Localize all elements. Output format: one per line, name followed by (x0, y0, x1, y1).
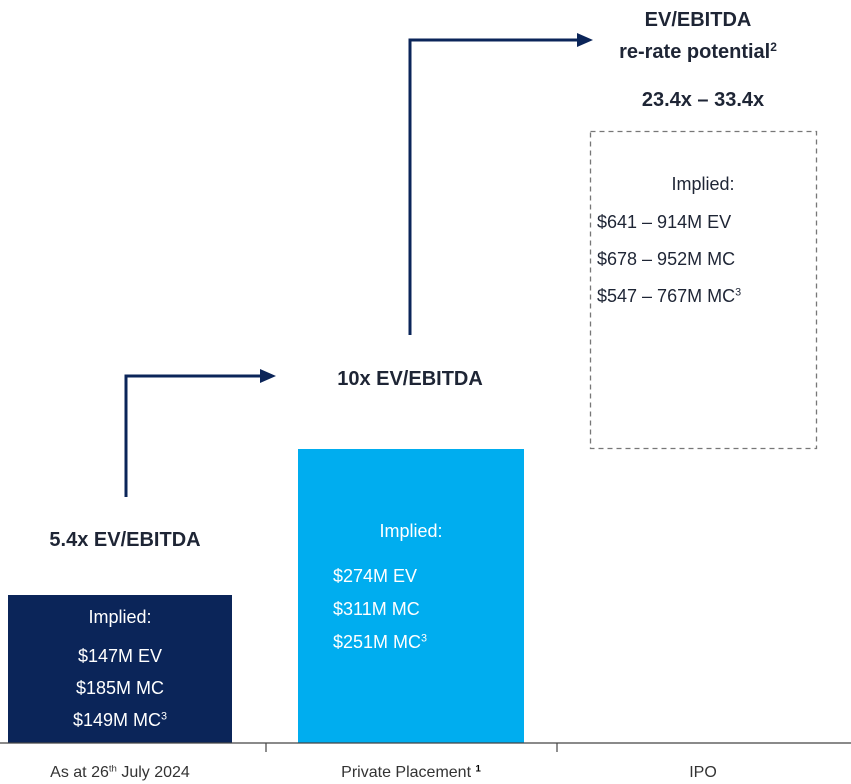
note: 3 (421, 632, 428, 645)
implied-line: $311M MC (333, 599, 420, 619)
implied-line: $251M MC3 (333, 633, 427, 651)
heading: EV/EBITDA (644, 9, 752, 31)
axis-label: As at 26th July 2024 (50, 763, 190, 781)
implied-heading: Implied: (88, 607, 152, 627)
sup: th (108, 763, 117, 775)
note: 1 (475, 763, 481, 775)
arrow-2 (408, 38, 578, 335)
text: July 2024 (121, 764, 190, 781)
implied-line: $185M MC (75, 678, 165, 698)
note: 2 (770, 39, 777, 54)
range: 23.4x – 33.4x (641, 89, 765, 111)
implied-heading: Implied: (671, 174, 735, 194)
implied-line: $149M MC3 (73, 711, 167, 729)
heading: re-rate potential2 (619, 39, 777, 63)
note: 3 (161, 710, 168, 723)
arrow-1 (124, 374, 262, 497)
multiple: 10x EV/EBITDA (337, 368, 483, 390)
box-current (8, 595, 232, 743)
text: $547 – 767M MC (597, 286, 736, 306)
note: 3 (735, 286, 742, 299)
implied-heading: Implied: (379, 521, 443, 541)
text: $251M MC (333, 632, 422, 652)
implied-line: $678 – 952M MC (597, 249, 736, 269)
implied-line: $274M EV (333, 566, 418, 586)
text: As at 26 (50, 764, 109, 781)
axis-label: IPO (689, 764, 717, 781)
text: $149M MC (72, 710, 162, 730)
axis-label: Private Placement 1 (341, 763, 481, 781)
box-ipo (589, 130, 818, 450)
text: re-rate potential (619, 41, 771, 63)
arrow-1-head (260, 369, 276, 383)
implied-line: $547 – 767M MC3 (597, 287, 741, 305)
arrow-2-head (577, 33, 593, 47)
box-placement (298, 449, 524, 743)
multiple: 5.4x EV/EBITDA (49, 529, 201, 551)
implied-line: $641 – 914M EV (597, 212, 732, 232)
implied-line: $147M EV (77, 646, 163, 666)
text: Private Placement (341, 764, 472, 781)
